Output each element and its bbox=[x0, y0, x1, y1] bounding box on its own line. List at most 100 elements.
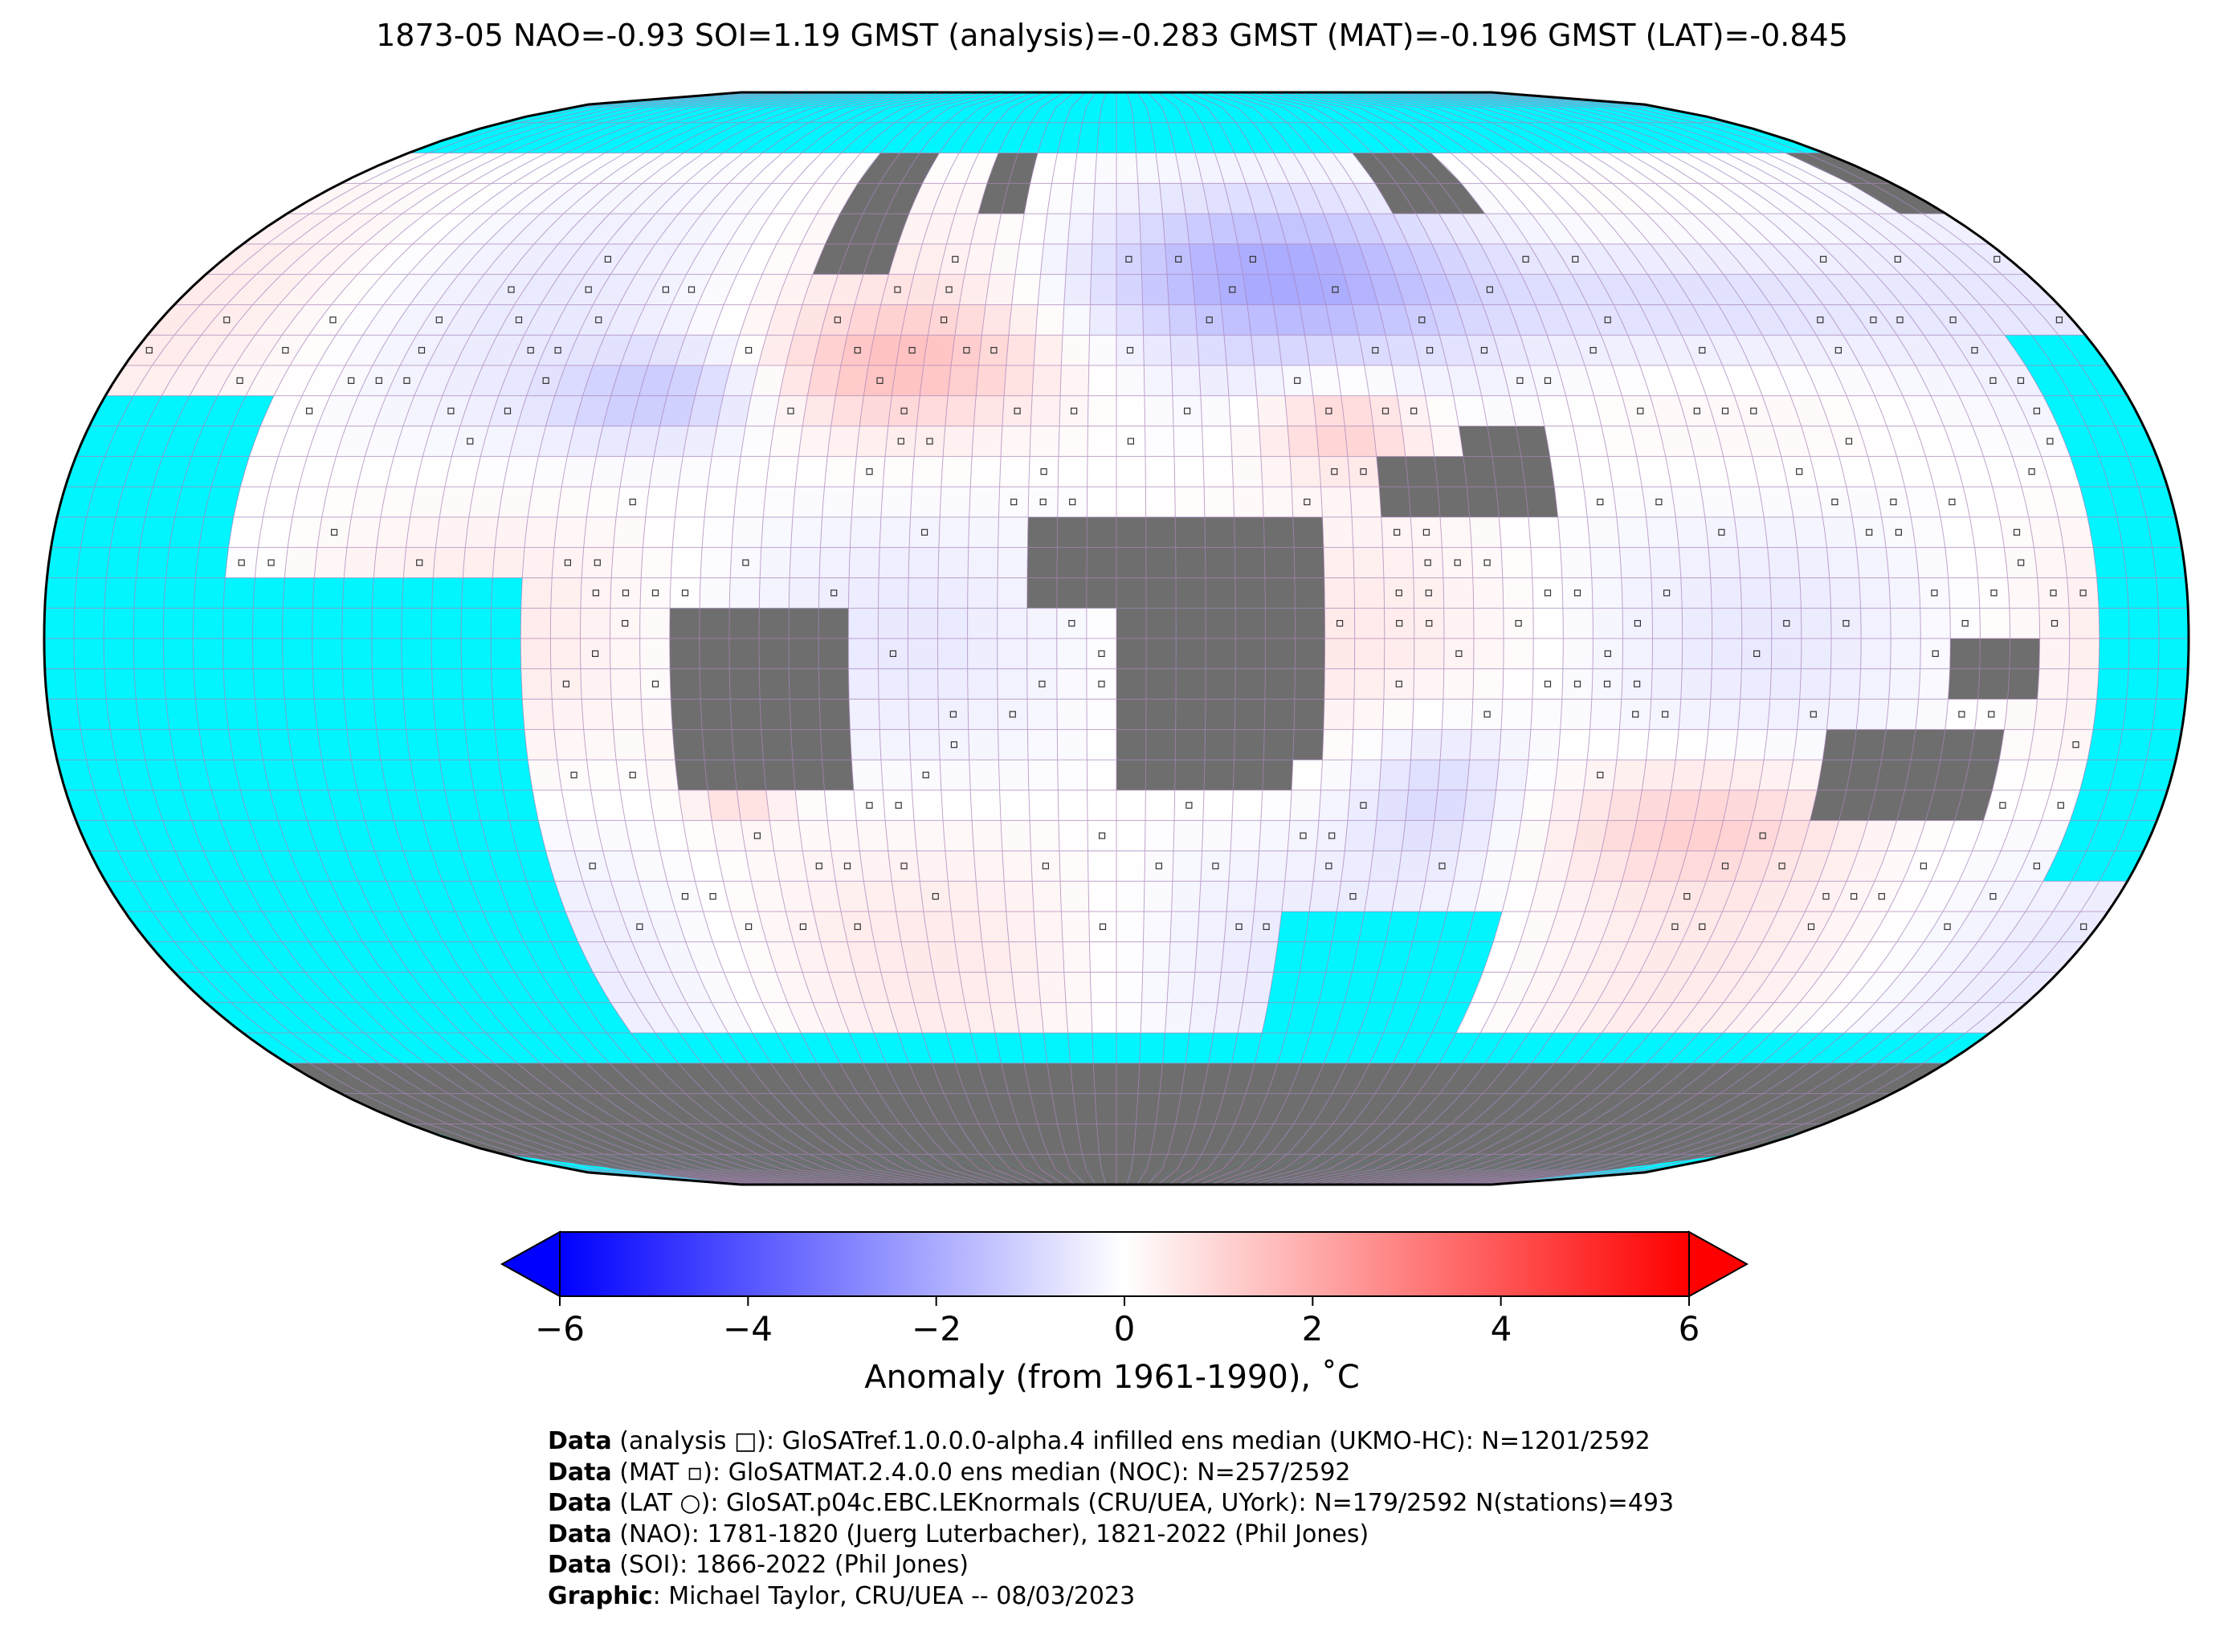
grid-cell-anomaly bbox=[643, 516, 675, 548]
grid-cell-anomaly bbox=[1773, 426, 1810, 457]
grid-cell-land-no-data bbox=[1372, 153, 1418, 184]
grid-cell-anomaly bbox=[1704, 516, 1738, 548]
grid-cell-land-no-data bbox=[1210, 1154, 1287, 1185]
grid-cell-anomaly bbox=[1402, 820, 1434, 851]
grid-cell-anomaly bbox=[1202, 789, 1234, 821]
grid-cell-anomaly bbox=[246, 365, 290, 396]
grid-cell-land-no-data bbox=[1492, 456, 1525, 487]
grid-cell-anomaly bbox=[1557, 365, 1594, 396]
grid-cell-anomaly bbox=[1623, 214, 1675, 244]
grid-cell-anomaly bbox=[1758, 487, 1793, 517]
grid-cell-anomaly bbox=[1675, 729, 1708, 761]
grid-cell-land-no-data bbox=[672, 729, 705, 761]
grid-cell-anomaly bbox=[1577, 243, 1622, 275]
grid-cell-anomaly bbox=[1040, 243, 1068, 275]
observation-marker bbox=[1810, 711, 1817, 718]
grid-cell-anomaly bbox=[849, 699, 880, 730]
grid-cell-anomaly bbox=[1224, 183, 1255, 214]
observation-marker bbox=[1632, 711, 1639, 718]
grid-cell-anomaly bbox=[593, 274, 636, 305]
grid-cell-anomaly bbox=[1142, 941, 1170, 973]
grid-cell-anomaly bbox=[683, 820, 717, 851]
grid-cell-anomaly bbox=[526, 365, 565, 396]
observation-marker bbox=[375, 377, 382, 384]
grid-cell-anomaly bbox=[2069, 608, 2100, 638]
grid-cell-anomaly bbox=[827, 820, 860, 851]
grid-cell-land-no-data bbox=[1805, 1093, 1893, 1124]
grid-cell-anomaly bbox=[776, 274, 813, 305]
grid-cell-anomaly bbox=[828, 972, 863, 1003]
grid-cell-anomaly bbox=[1557, 516, 1590, 548]
grid-cell-anomaly bbox=[1682, 638, 1712, 669]
grid-cell-anomaly bbox=[390, 304, 436, 336]
grid-cell-anomaly bbox=[1601, 820, 1637, 851]
grid-cell-anomaly bbox=[1256, 395, 1288, 426]
grid-cell-land-no-data bbox=[1547, 1063, 1601, 1094]
grid-cell-anomaly bbox=[1414, 638, 1444, 669]
observation-marker bbox=[1597, 771, 1604, 779]
grid-cell-anomaly bbox=[1593, 608, 1623, 638]
grid-cell-anomaly bbox=[1745, 304, 1789, 336]
observation-marker bbox=[1544, 589, 1552, 597]
grid-cell-anomaly bbox=[752, 214, 794, 244]
grid-cell-anomaly bbox=[1471, 547, 1503, 578]
grid-cell-anomaly bbox=[1546, 972, 1588, 1003]
grid-cell-anomaly bbox=[1281, 881, 1313, 912]
grid-cell-anomaly bbox=[1173, 426, 1203, 457]
grid-cell-anomaly bbox=[1493, 912, 1530, 942]
grid-cell-anomaly bbox=[733, 487, 766, 517]
observation-marker bbox=[1753, 650, 1761, 658]
grid-cell-anomaly bbox=[1453, 395, 1487, 426]
grid-cell-anomaly bbox=[1549, 153, 1613, 184]
grid-cell-anomaly bbox=[1189, 243, 1218, 275]
grid-cell-anomaly bbox=[1352, 304, 1386, 336]
grid-cell-anomaly bbox=[695, 365, 731, 396]
grid-cell-land-no-data bbox=[1822, 729, 1857, 761]
grid-cell-anomaly bbox=[488, 395, 527, 426]
grid-cell-land-no-data bbox=[920, 1124, 963, 1155]
grid-cell-anomaly bbox=[314, 547, 347, 578]
grid-cell-anomaly bbox=[1771, 243, 1825, 275]
grid-cell-anomaly bbox=[412, 214, 471, 244]
grid-cell-anomaly bbox=[967, 608, 998, 638]
grid-cell-land-no-data bbox=[585, 1124, 673, 1155]
observation-marker bbox=[331, 528, 338, 536]
grid-cell-land-no-data bbox=[894, 1154, 992, 1185]
grid-cell-anomaly bbox=[379, 183, 449, 214]
observation-marker bbox=[629, 771, 636, 779]
grid-cell-anomaly bbox=[1678, 395, 1716, 426]
grid-cell-anomaly bbox=[356, 183, 427, 214]
grid-cell-anomaly bbox=[978, 912, 1009, 942]
grid-cell-anomaly bbox=[1771, 608, 1802, 638]
grid-cell-anomaly bbox=[1915, 426, 1955, 457]
grid-cell-land-no-data bbox=[1176, 577, 1206, 609]
observation-marker bbox=[1042, 863, 1050, 870]
grid-cell-anomaly bbox=[462, 274, 510, 305]
grid-cell-anomaly bbox=[255, 304, 305, 336]
grid-cell-anomaly bbox=[1281, 365, 1313, 396]
grid-cell-anomaly bbox=[943, 820, 974, 851]
grid-cell-land-no-data bbox=[770, 1063, 815, 1094]
grid-cell-anomaly bbox=[813, 335, 847, 365]
grid-cell-land-no-data bbox=[1470, 1093, 1526, 1124]
grid-cell-land-no-data bbox=[759, 668, 790, 700]
observation-marker bbox=[1422, 528, 1430, 536]
grid-cell-anomaly bbox=[1194, 941, 1224, 973]
grid-cell-anomaly bbox=[1309, 365, 1341, 396]
grid-cell-anomaly bbox=[1687, 153, 1763, 184]
grid-cell-anomaly bbox=[620, 335, 659, 365]
grid-cell-anomaly bbox=[554, 881, 594, 912]
grid-cell-anomaly bbox=[907, 274, 940, 305]
grid-cell-anomaly bbox=[344, 547, 377, 578]
grid-cell-anomaly bbox=[585, 243, 631, 275]
observation-marker bbox=[963, 347, 970, 354]
grid-cell-anomaly bbox=[910, 760, 941, 790]
grid-cell-land-no-data bbox=[863, 243, 899, 275]
grid-cell-land-no-data bbox=[1720, 1063, 1785, 1094]
grid-cell-anomaly bbox=[1332, 153, 1375, 184]
grid-cell-land-no-data bbox=[1137, 1063, 1163, 1094]
grid-cell-anomaly bbox=[1674, 1002, 1724, 1034]
grid-cell-anomaly bbox=[1722, 881, 1763, 912]
grid-cell-anomaly bbox=[729, 577, 761, 609]
grid-cell-anomaly bbox=[2004, 547, 2038, 578]
